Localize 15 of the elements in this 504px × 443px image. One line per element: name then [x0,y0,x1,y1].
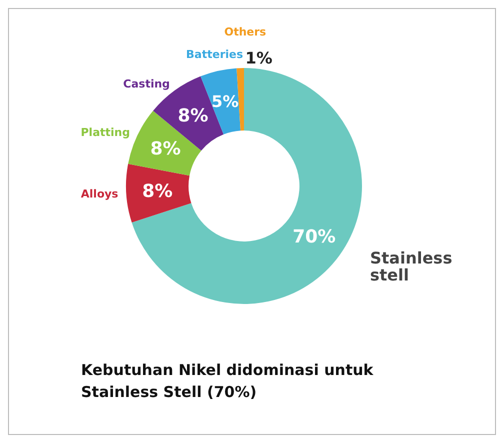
donut-slice [236,68,244,131]
data-label: 8% [178,105,208,126]
slice-label: Alloys [80,187,119,200]
slice-label: Batteries [186,48,244,61]
slice-label: Stainless stell [370,248,452,284]
donut-slice [126,164,192,222]
text: Kebutuhan Nikel didominasi untuk Stainless Stell (70%) [81,360,374,403]
data-label: 1% [245,48,272,68]
data-label: 8% [142,180,173,202]
slice-label: Casting [123,78,170,91]
data-label: 5% [211,92,239,111]
data-label: 8% [150,138,181,160]
slice-label: Platting [80,126,130,139]
data-label: 70% [292,226,336,248]
slice-label: Others [224,26,267,39]
